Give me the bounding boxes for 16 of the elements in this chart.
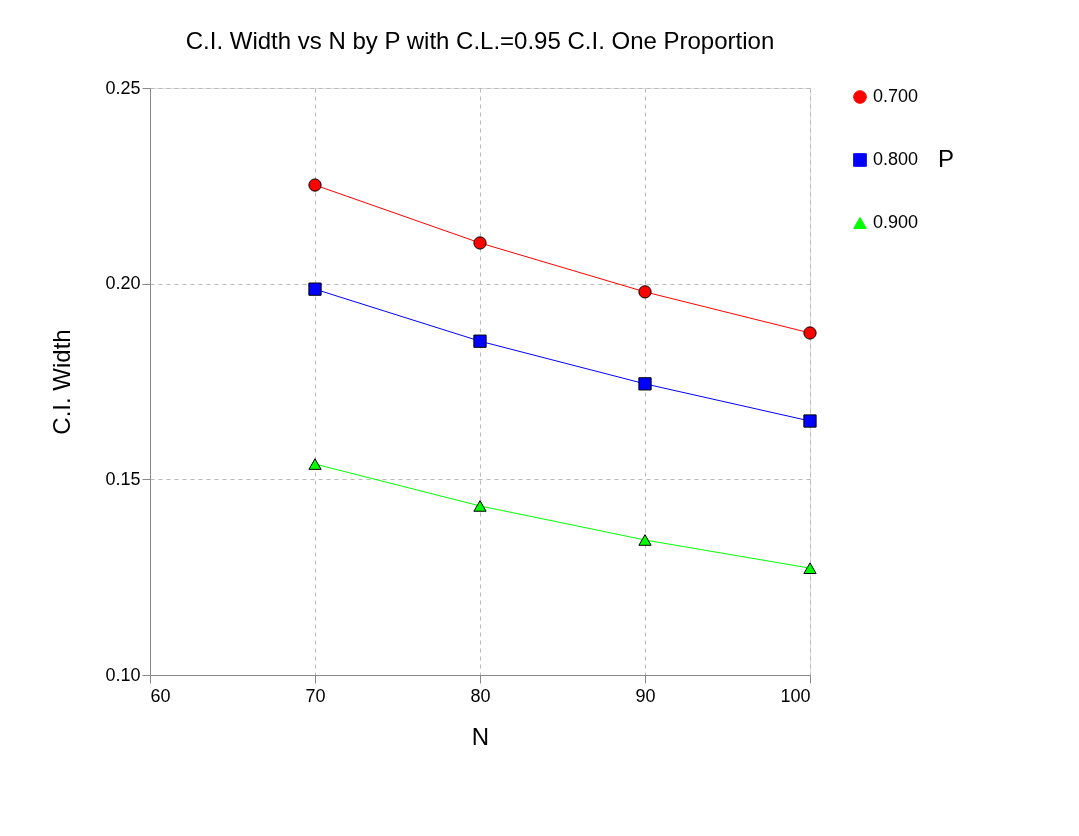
y-tick-label: 0.15 — [105, 468, 141, 489]
y-axis-title: C.I. Width — [48, 329, 76, 435]
x-tick-label: 90 — [635, 685, 656, 706]
y-tick-label: 0.10 — [105, 664, 141, 685]
x-tick-label: 70 — [305, 685, 326, 706]
x-axis-title: N — [471, 722, 490, 750]
legend-label: 0.900 — [873, 212, 919, 232]
legend-label: 0.800 — [873, 149, 919, 169]
chart-title: C.I. Width vs N by P with C.L.=0.95 C.I. One Proportion — [185, 27, 775, 54]
y-tick-label: 0.25 — [105, 77, 141, 98]
x-tick-label: 80 — [470, 685, 491, 706]
legend-title: P — [938, 145, 955, 172]
legend-label: 0.700 — [873, 86, 919, 106]
x-tick-label: 100 — [780, 685, 811, 706]
y-tick-label: 0.20 — [105, 273, 141, 294]
x-tick-label: 60 — [150, 685, 171, 706]
